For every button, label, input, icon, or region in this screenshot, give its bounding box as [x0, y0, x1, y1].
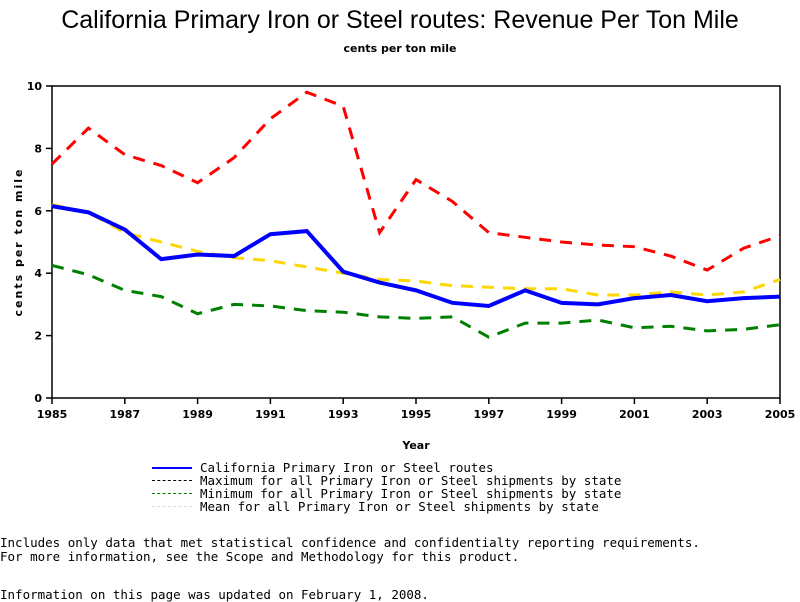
y-tick-label: 8	[34, 142, 42, 155]
series-line-0	[51, 204, 781, 308]
legend-swatch	[152, 506, 192, 507]
y-tick-label: 4	[34, 267, 42, 280]
x-tick-label: 1999	[546, 408, 577, 421]
legend-item: Minimum for all Primary Iron or Steel sh…	[152, 487, 621, 500]
footnotes: Includes only data that met statistical …	[0, 536, 700, 564]
x-tick-label: 1997	[473, 408, 504, 421]
x-tick-label: 2001	[619, 408, 650, 421]
x-tick-label: 1993	[328, 408, 359, 421]
legend-swatch	[152, 493, 192, 494]
chart-title: California Primary Iron or Steel routes:…	[61, 6, 739, 34]
x-tick-label: 1989	[182, 408, 213, 421]
series-line-3	[51, 203, 781, 297]
legend-swatch	[152, 466, 192, 469]
legend-label: Mean for all Primary Iron or Steel shipm…	[200, 499, 599, 514]
x-axis-label: Year	[401, 439, 430, 452]
legend: California Primary Iron or Steel routes M…	[152, 461, 621, 513]
x-tick-label: 1991	[255, 408, 286, 421]
legend-label: California Primary Iron or Steel routes	[200, 460, 494, 475]
y-axis-label: cents per ton mile	[12, 168, 25, 317]
series-line-2	[51, 263, 781, 339]
x-tick-label: 1987	[109, 408, 140, 421]
chart-subtitle: cents per ton mile	[343, 42, 457, 55]
legend-item: California Primary Iron or Steel routes	[152, 461, 621, 474]
y-tick-label: 0	[34, 392, 42, 405]
footnote: Includes only data that met statistical …	[0, 535, 700, 550]
y-tick-label: 10	[27, 80, 43, 93]
series-line-1	[50, 90, 781, 272]
footnote: For more information, see the Scope and …	[0, 549, 520, 564]
x-tick-label: 1995	[401, 408, 432, 421]
legend-swatch	[152, 480, 192, 481]
y-tick-label: 6	[34, 205, 42, 218]
legend-label: Maximum for all Primary Iron or Steel sh…	[200, 473, 622, 488]
legend-item: Mean for all Primary Iron or Steel shipm…	[152, 500, 621, 513]
x-tick-label: 2005	[765, 408, 796, 421]
legend-item: Maximum for all Primary Iron or Steel sh…	[152, 474, 621, 487]
x-tick-label: 2003	[692, 408, 723, 421]
updated-note: Information on this page was updated on …	[0, 587, 429, 602]
y-tick-label: 2	[34, 330, 42, 343]
line-chart: 1985 1987 1989 1991 1993 1995 1997 1999 2001 2003…	[12, 80, 796, 452]
legend-label: Minimum for all Primary Iron or Steel sh…	[200, 486, 622, 501]
x-tick-label: 1985	[37, 408, 68, 421]
